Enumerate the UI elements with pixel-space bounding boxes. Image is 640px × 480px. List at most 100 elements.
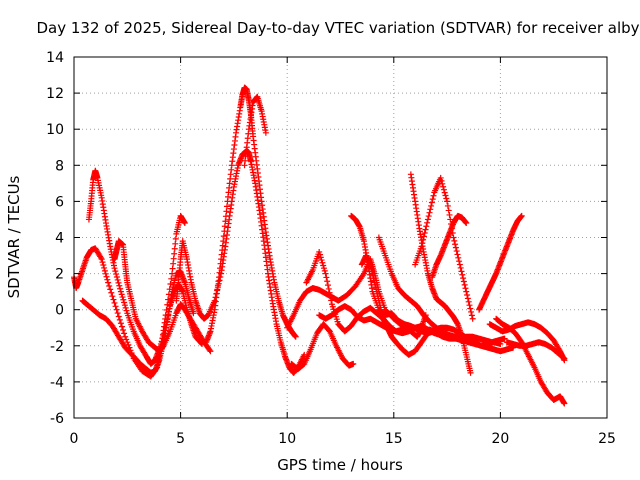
y-axis-ticks: -6 -4 -2 0 2 4 6 8 10 12 14	[46, 50, 607, 427]
data-point	[121, 302, 128, 309]
data-point	[122, 304, 129, 311]
data-point	[116, 316, 123, 323]
data-point	[324, 282, 331, 289]
y-tick-label: 12	[46, 86, 64, 102]
data-point	[426, 209, 433, 216]
data-point	[123, 336, 130, 343]
data-point	[114, 276, 121, 283]
data-point	[469, 315, 476, 322]
data-point	[452, 241, 459, 248]
data-point	[439, 180, 446, 187]
data-point	[108, 289, 115, 296]
data-point	[316, 251, 323, 258]
data-point	[497, 340, 504, 347]
data-point	[120, 327, 127, 334]
data-point	[463, 220, 470, 227]
data-point	[113, 273, 120, 280]
series-17	[476, 212, 525, 313]
data-point	[437, 174, 444, 181]
data-point	[422, 226, 429, 233]
data-point	[430, 192, 437, 199]
data-point	[443, 195, 450, 202]
data-point	[99, 259, 106, 266]
data-point	[117, 285, 124, 292]
data-point	[103, 273, 110, 280]
data-point	[101, 264, 108, 271]
data-point	[117, 320, 124, 327]
data-point	[319, 259, 326, 266]
x-tick-label: 10	[278, 431, 296, 447]
data-point	[321, 267, 328, 274]
x-tick-label: 15	[385, 431, 403, 447]
data-point	[560, 354, 567, 361]
data-point	[101, 267, 108, 274]
data-point	[165, 291, 172, 298]
data-point	[117, 288, 124, 295]
data-point	[452, 244, 459, 251]
data-point	[429, 196, 436, 203]
data-point	[102, 270, 109, 277]
data-point	[428, 202, 435, 209]
data-point	[456, 261, 463, 268]
series-16	[429, 212, 470, 281]
data-point	[122, 333, 129, 340]
data-point	[106, 283, 113, 290]
data-point	[518, 212, 525, 219]
series-6	[241, 93, 269, 169]
data-point	[121, 330, 128, 337]
data-point	[124, 339, 131, 346]
data-point	[453, 248, 460, 255]
data-point	[444, 202, 451, 209]
data-point	[419, 240, 426, 247]
x-tick-label: 5	[176, 431, 185, 447]
series-3	[111, 238, 214, 355]
data-point	[326, 289, 333, 296]
data-point	[111, 299, 118, 306]
data-point	[118, 323, 125, 330]
data-point	[450, 234, 457, 241]
data-point	[441, 189, 448, 196]
data-point	[292, 333, 299, 340]
data-point	[447, 216, 454, 223]
data-point	[464, 292, 471, 299]
y-tick-label: 6	[55, 194, 64, 210]
data-point	[451, 237, 458, 244]
data-point	[207, 348, 214, 355]
data-point	[464, 295, 471, 302]
series-14	[407, 171, 474, 376]
data-point	[561, 355, 568, 362]
data-point	[461, 281, 468, 288]
data-point	[119, 294, 126, 301]
data-point	[327, 293, 334, 300]
data-point	[460, 278, 467, 285]
data-point	[418, 243, 425, 250]
data-point	[115, 313, 122, 320]
data-point	[318, 257, 325, 264]
data-point	[112, 303, 119, 310]
data-point	[105, 279, 112, 286]
data-point	[457, 264, 464, 271]
data-point	[167, 280, 174, 287]
data-point	[463, 288, 470, 295]
data-point	[459, 271, 466, 278]
data-point	[462, 285, 469, 292]
y-tick-label: 4	[55, 231, 64, 247]
data-point	[420, 236, 427, 243]
data-point	[118, 291, 125, 298]
data-point	[110, 296, 117, 303]
data-point	[460, 275, 467, 282]
data-point	[116, 282, 123, 289]
data-point	[440, 183, 447, 190]
series-19	[493, 315, 568, 407]
y-axis-label: SDTVAR / TECUs	[5, 175, 23, 298]
data-point	[100, 262, 107, 269]
data-point	[121, 299, 128, 306]
data-point	[458, 268, 465, 275]
data-point	[316, 248, 323, 255]
y-tick-label: -2	[50, 339, 64, 355]
y-tick-label: -4	[50, 375, 64, 391]
data-point	[456, 258, 463, 265]
data-point	[445, 207, 452, 214]
data-point	[123, 307, 130, 314]
